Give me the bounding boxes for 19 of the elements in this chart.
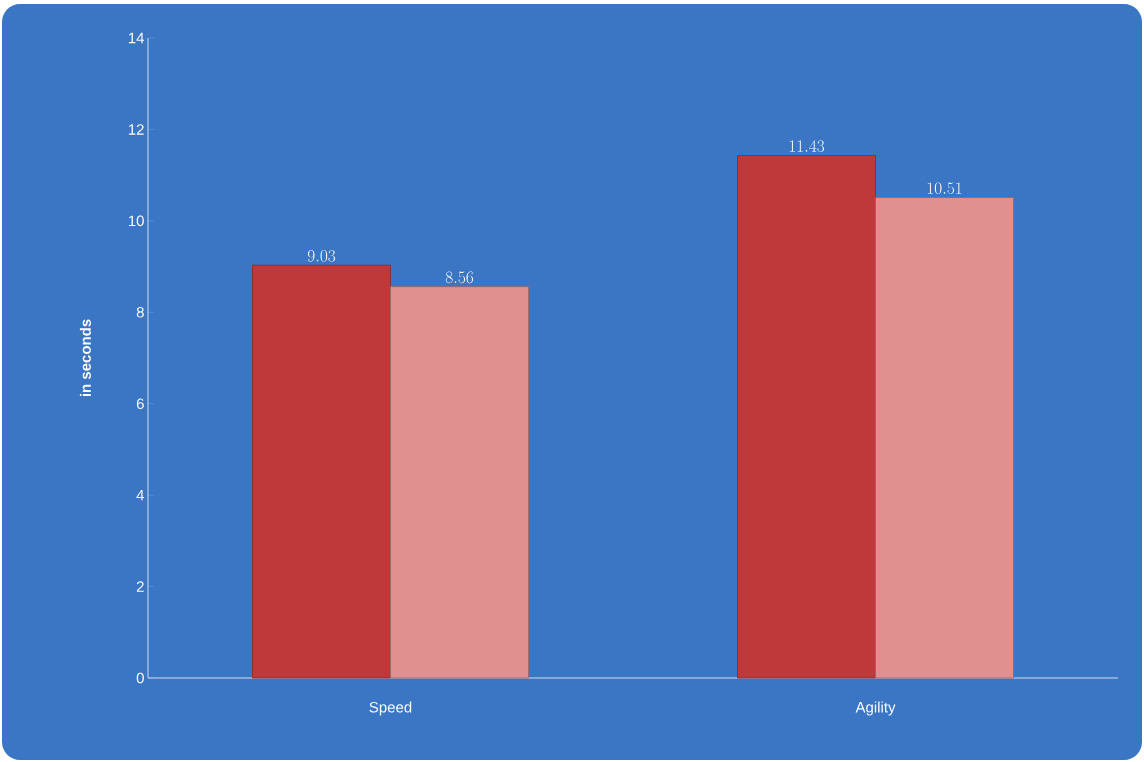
- y-axis-title: in seconds: [79, 319, 91, 397]
- data-label: 11 .43: [789, 140, 825, 153]
- data-label: 9.03: [307, 250, 336, 262]
- y-tick-label: 0: [136, 672, 144, 684]
- data-label: 10.51: [927, 182, 962, 195]
- y-tick-label: 14: [128, 32, 145, 44]
- bar: [875, 197, 1014, 679]
- y-tick-label: 12: [128, 124, 144, 135]
- data-label: 8.56: [445, 271, 474, 284]
- y-tick-label: 10: [128, 215, 144, 227]
- y-tick-label: 2: [136, 581, 144, 592]
- x-tick-label: Speed: [369, 701, 412, 716]
- y-tick-label: 8: [136, 306, 144, 318]
- bar: [390, 286, 529, 679]
- bar: [252, 264, 391, 679]
- bar: [737, 155, 876, 679]
- y-tick-label: 6: [136, 398, 144, 410]
- x-tick-label: Agility: [855, 701, 896, 716]
- y-tick-label: 4: [136, 489, 145, 501]
